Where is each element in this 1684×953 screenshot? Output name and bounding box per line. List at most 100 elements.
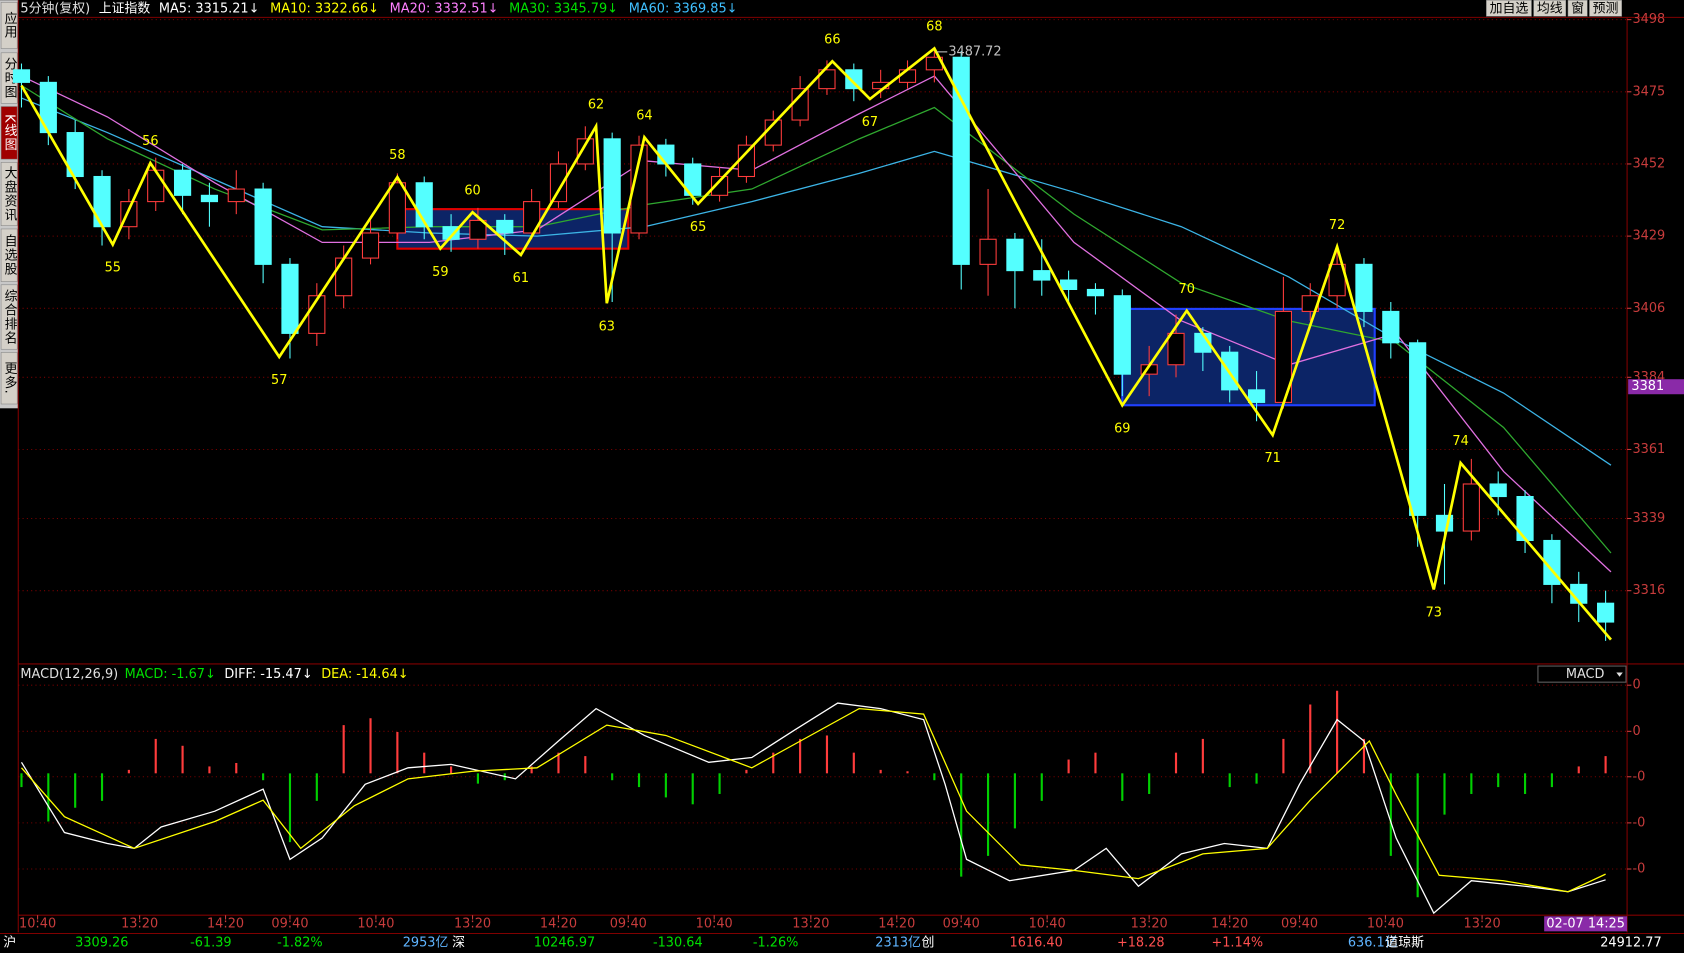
y-tick-label: 3429 xyxy=(1632,229,1665,244)
candle-body xyxy=(791,88,809,121)
macd-indicator: MACD: -1.67↓ xyxy=(125,667,216,682)
toolbar-button-label[interactable]: 均线 xyxy=(1537,1,1563,16)
sidebar-tab[interactable] xyxy=(0,352,18,405)
candle-body xyxy=(442,226,460,240)
status-item: -1.82% xyxy=(277,936,323,951)
x-tick-label: 09:40 xyxy=(1281,916,1318,931)
x-tick-label: 10:40 xyxy=(1029,916,1066,931)
sidebar-tab-label[interactable]: 更多. xyxy=(2,362,17,395)
y-tick-label: -0 xyxy=(1632,862,1645,877)
candle-body xyxy=(979,238,997,265)
ma-indicator: MA30: 3345.79↓ xyxy=(509,1,618,16)
index-name: 上证指数 xyxy=(99,1,151,16)
y-tick-label: 3498 xyxy=(1632,12,1665,27)
toolbar-button[interactable] xyxy=(1486,0,1532,17)
wave-label: 69 xyxy=(1114,421,1130,436)
x-tick-label: 14:20 xyxy=(540,916,577,931)
candle-body xyxy=(469,219,487,240)
y-tick-label: 0 xyxy=(1632,678,1640,693)
sidebar-tab[interactable] xyxy=(0,228,18,282)
x-tick-label: 02-07 14:25 xyxy=(1546,916,1625,931)
candle-body xyxy=(200,194,219,203)
candle-body xyxy=(1006,238,1024,272)
toolbar-button-label[interactable]: 预测 xyxy=(1593,1,1619,16)
sidebar-tab[interactable] xyxy=(0,106,18,160)
sidebar-tab[interactable] xyxy=(0,162,18,226)
candle-body xyxy=(12,69,31,83)
candle-body xyxy=(1060,279,1078,290)
peak-label: 3487.72 xyxy=(948,44,1001,59)
wave-label: 61 xyxy=(513,271,529,286)
wave-label: 63 xyxy=(599,319,615,334)
status-item: 道琼斯 xyxy=(1385,936,1424,951)
sidebar-tab[interactable] xyxy=(0,2,18,49)
x-tick-label: 09:40 xyxy=(610,916,647,931)
candle-body xyxy=(576,138,594,165)
x-tick-label: 13:20 xyxy=(1131,916,1168,931)
candle-body xyxy=(630,144,648,234)
candle-body xyxy=(1033,270,1051,281)
x-tick-label: 10:40 xyxy=(19,916,56,931)
wave-label: 57 xyxy=(271,373,287,388)
status-item: +18.28 xyxy=(1117,936,1165,951)
status-item: 24912.77 xyxy=(1600,936,1661,951)
ma-indicator: MA60: 3369.85↓ xyxy=(629,1,738,16)
wave-label: 65 xyxy=(690,220,706,235)
macd-line xyxy=(20,707,1606,893)
x-tick-label: 14:20 xyxy=(207,916,244,931)
candle-body xyxy=(173,169,192,196)
status-item: 沪 xyxy=(3,935,16,951)
sidebar-tab-label[interactable]: 大盘资讯 xyxy=(2,166,17,222)
status-item: 2953亿 xyxy=(403,936,449,951)
x-tick-label: 13:20 xyxy=(121,916,158,931)
wave-label: 73 xyxy=(1426,606,1442,621)
macd-title: MACD(12,26,9) xyxy=(20,667,118,682)
sidebar-tab-label[interactable]: 分时图 xyxy=(2,57,17,99)
candle-body xyxy=(1086,288,1105,297)
y-tick-label: 3361 xyxy=(1632,442,1665,457)
wave-label: 56 xyxy=(142,134,158,149)
wave-label: 59 xyxy=(432,265,448,280)
sidebar-tab-label[interactable]: 综合排名 xyxy=(2,289,17,345)
candle-body xyxy=(388,182,406,234)
toolbar-button[interactable] xyxy=(1567,0,1588,17)
candle-body xyxy=(710,175,729,196)
sidebar-tab-label[interactable]: 自选股 xyxy=(2,234,17,276)
y-tick-label: 3406 xyxy=(1632,301,1665,316)
candle-body xyxy=(1247,389,1266,403)
sidebar-tab-label[interactable]: K线图 xyxy=(2,114,17,151)
y-tick-label: 3316 xyxy=(1632,583,1665,598)
toolbar-button-label[interactable]: 窗 xyxy=(1571,0,1584,16)
sidebar-tab[interactable] xyxy=(0,284,18,350)
indicator-selector[interactable] xyxy=(1537,665,1627,683)
toolbar-button-label[interactable]: 加自选 xyxy=(1490,1,1529,16)
toolbar-button[interactable] xyxy=(1533,0,1567,17)
wave-label: 72 xyxy=(1329,218,1345,233)
status-item: 3309.26 xyxy=(75,936,128,951)
selector-arrow[interactable] xyxy=(1616,672,1623,677)
status-item: 1616.40 xyxy=(1010,936,1063,951)
indicator-selector-label[interactable]: MACD xyxy=(1566,667,1605,682)
y-tick-label: -0 xyxy=(1632,815,1645,830)
macd-line xyxy=(20,702,1606,915)
wave-label: 74 xyxy=(1452,434,1468,449)
toolbar-button[interactable] xyxy=(1589,0,1622,17)
x-tick-label: 10:40 xyxy=(1367,916,1404,931)
candle-body xyxy=(1167,332,1185,366)
sidebar-tab-label[interactable]: 应用 xyxy=(2,11,17,40)
candle-body xyxy=(1462,483,1480,532)
current-time-box xyxy=(1544,916,1628,932)
wave-label: 70 xyxy=(1179,282,1195,297)
wave-label: 68 xyxy=(926,20,942,35)
y-tick-label: 0 xyxy=(1632,724,1640,739)
candle-body xyxy=(898,69,917,83)
wave-label: 66 xyxy=(824,32,840,47)
wave-label: 67 xyxy=(862,115,878,130)
y-tick-label: 3475 xyxy=(1632,84,1665,99)
status-item: +1.14% xyxy=(1211,936,1263,951)
candle-body xyxy=(737,144,756,178)
x-tick-label: 14:20 xyxy=(878,916,915,931)
candle-body xyxy=(227,188,245,203)
